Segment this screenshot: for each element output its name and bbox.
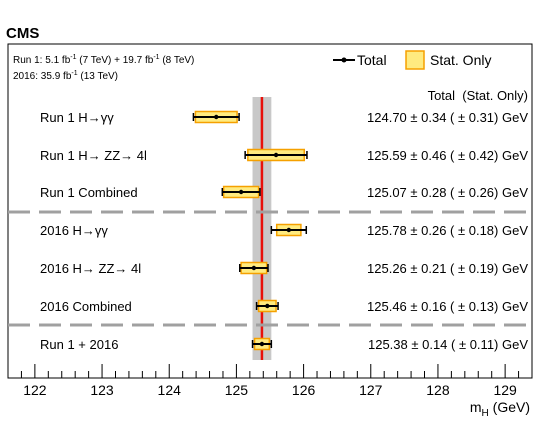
- measurement-value-5: 125.26 ± 0.21 ( ± 0.19) GeV: [367, 261, 528, 276]
- legend-total-marker: [341, 57, 347, 63]
- measurement-label-5: 2016 H→ ZZ→ 4l: [40, 261, 141, 276]
- measurement-value-7: 125.38 ± 0.14 ( ± 0.11) GeV: [368, 337, 528, 352]
- legend: Total Stat. Only: [333, 50, 491, 70]
- central-value-point-3: [238, 189, 244, 195]
- central-value-point-5: [251, 265, 257, 271]
- measurement-value-4: 125.78 ± 0.26 ( ± 0.18) GeV: [367, 223, 528, 238]
- legend-total-label: Total: [357, 52, 387, 68]
- plot-layer: Run 1 H→γγ 124.70 ± 0.34 ( ± 0.31) GeV Run…: [7, 97, 533, 398]
- x-axis-label: mH (GeV): [470, 399, 530, 419]
- x-tick-label-125: 125: [225, 382, 249, 398]
- measurement-label-6: 2016 Combined: [40, 299, 132, 314]
- central-value-point-7: [259, 341, 265, 347]
- central-value-point-4: [286, 227, 292, 233]
- central-value-point-2: [273, 152, 279, 158]
- central-value-point-6: [265, 303, 270, 309]
- x-tick-label-126: 126: [292, 382, 316, 398]
- measurement-value-2: 125.59 ± 0.46 ( ± 0.42) GeV: [367, 148, 528, 163]
- central-value-point-1: [214, 114, 219, 120]
- experiment-label: CMS: [6, 25, 39, 42]
- lumi-line-2: 2016: 35.9 fb-1 (13 TeV): [13, 70, 118, 82]
- legend-stat-box: [405, 50, 425, 70]
- measurement-label-7: Run 1 + 2016: [40, 337, 118, 352]
- measurement-label-3: Run 1 Combined: [40, 185, 138, 200]
- x-tick-label-123: 123: [90, 382, 114, 398]
- column-header: Total (Stat. Only): [428, 88, 528, 103]
- measurement-value-3: 125.07 ± 0.28 ( ± 0.26) GeV: [367, 185, 528, 200]
- x-tick-label-122: 122: [23, 382, 47, 398]
- legend-stat-label: Stat. Only: [430, 52, 491, 68]
- x-tick-label-128: 128: [426, 382, 450, 398]
- x-tick-label-124: 124: [158, 382, 182, 398]
- x-tick-label-129: 129: [493, 382, 517, 398]
- lumi-line-1: Run 1: 5.1 fb-1 (7 TeV) + 19.7 fb-1 (8 T…: [13, 54, 194, 66]
- measurement-label-1: Run 1 H→γγ: [40, 110, 114, 125]
- measurement-value-6: 125.46 ± 0.16 ( ± 0.13) GeV: [367, 299, 528, 314]
- measurement-label-2: Run 1 H→ ZZ→ 4l: [40, 148, 147, 163]
- measurement-value-1: 124.70 ± 0.34 ( ± 0.31) GeV: [367, 110, 528, 125]
- x-tick-label-127: 127: [359, 382, 383, 398]
- measurement-label-4: 2016 H→γγ: [40, 223, 108, 238]
